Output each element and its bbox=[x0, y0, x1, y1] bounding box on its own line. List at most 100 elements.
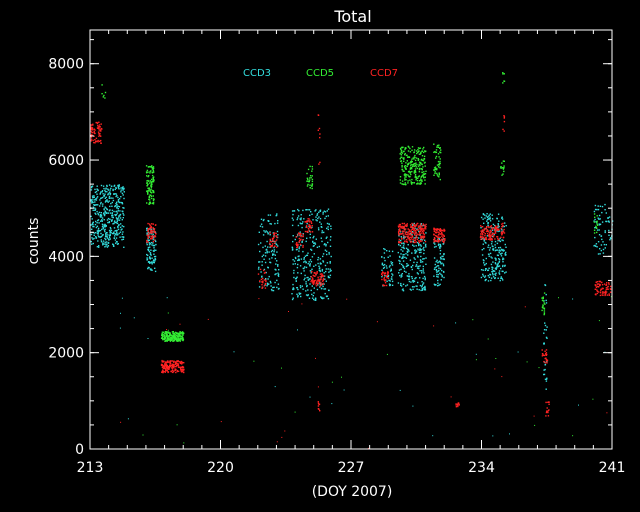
data-point-ccd3 bbox=[121, 186, 123, 189]
data-point-ccd3 bbox=[439, 253, 441, 255]
data-point-ccd3 bbox=[404, 256, 406, 258]
data-point-ccd3 bbox=[313, 244, 315, 247]
data-point-ccd3 bbox=[319, 282, 321, 284]
data-point-ccd7 bbox=[410, 239, 412, 241]
data-point-ccd3 bbox=[491, 218, 494, 220]
data-point-ccd7 bbox=[273, 234, 275, 236]
data-point-ccd3 bbox=[328, 251, 330, 254]
noise-point bbox=[533, 415, 535, 417]
data-point-ccd5 bbox=[414, 173, 417, 176]
data-point-ccd7 bbox=[420, 235, 422, 237]
data-point-ccd3 bbox=[319, 221, 321, 223]
data-point-ccd7 bbox=[169, 362, 172, 365]
data-point-ccd3 bbox=[276, 213, 278, 215]
data-point-ccd3 bbox=[328, 271, 330, 273]
data-point-ccd3 bbox=[111, 201, 113, 204]
data-point-ccd5 bbox=[404, 173, 406, 175]
data-point-ccd3 bbox=[258, 286, 261, 288]
noise-point bbox=[207, 318, 209, 320]
data-point-ccd7 bbox=[403, 226, 405, 228]
data-point-ccd5 bbox=[150, 178, 153, 181]
data-point-ccd7 bbox=[494, 231, 497, 233]
data-point-ccd3 bbox=[318, 211, 320, 213]
data-point-ccd5 bbox=[147, 171, 149, 173]
data-point-ccd5 bbox=[410, 182, 413, 184]
data-point-ccd3 bbox=[402, 236, 405, 238]
data-point-ccd3 bbox=[501, 249, 503, 252]
noise-point bbox=[346, 298, 348, 300]
data-point-ccd3 bbox=[492, 261, 494, 263]
data-point-ccd5 bbox=[172, 340, 175, 342]
data-point-ccd5 bbox=[440, 151, 442, 154]
data-point-ccd3 bbox=[403, 247, 405, 250]
data-point-ccd7 bbox=[439, 233, 441, 235]
data-point-ccd5 bbox=[407, 171, 410, 173]
data-point-ccd3 bbox=[484, 276, 486, 278]
data-point-ccd5 bbox=[423, 158, 426, 160]
data-point-ccd3 bbox=[402, 242, 405, 244]
data-point-ccd3 bbox=[442, 255, 444, 258]
data-point-ccd5 bbox=[153, 191, 155, 194]
data-point-ccd5 bbox=[401, 152, 404, 154]
data-point-ccd3 bbox=[487, 222, 489, 224]
data-point-ccd7 bbox=[608, 293, 610, 295]
data-point-ccd5 bbox=[182, 338, 185, 341]
data-point-ccd3 bbox=[490, 277, 493, 279]
data-point-ccd5 bbox=[423, 173, 425, 175]
data-point-ccd3 bbox=[94, 201, 96, 203]
data-point-ccd3 bbox=[494, 263, 497, 265]
data-point-ccd5 bbox=[399, 182, 402, 184]
data-point-ccd3 bbox=[425, 263, 427, 265]
data-point-ccd3 bbox=[494, 224, 496, 227]
data-point-ccd3 bbox=[543, 373, 546, 376]
data-point-ccd7 bbox=[493, 234, 495, 237]
data-point-ccd3 bbox=[273, 249, 276, 251]
data-point-ccd7 bbox=[433, 230, 435, 233]
data-point-ccd7 bbox=[490, 231, 492, 233]
data-point-ccd5 bbox=[164, 336, 167, 338]
data-point-ccd5 bbox=[181, 332, 183, 334]
data-point-ccd3 bbox=[601, 211, 603, 214]
data-point-ccd3 bbox=[323, 231, 325, 234]
data-point-ccd7 bbox=[183, 368, 185, 371]
data-point-ccd3 bbox=[117, 208, 119, 210]
data-point-ccd7 bbox=[163, 370, 165, 373]
data-point-ccd3 bbox=[111, 216, 113, 218]
data-point-ccd3 bbox=[265, 230, 267, 232]
noise-point bbox=[167, 329, 169, 331]
data-point-ccd3 bbox=[105, 234, 107, 237]
data-point-ccd5 bbox=[166, 331, 169, 333]
data-point-ccd7 bbox=[263, 272, 266, 274]
data-point-ccd3 bbox=[275, 214, 278, 217]
data-point-ccd3 bbox=[319, 218, 322, 220]
data-point-ccd3 bbox=[95, 213, 97, 215]
noise-point bbox=[598, 320, 600, 322]
data-point-ccd3 bbox=[151, 269, 153, 271]
data-point-ccd3 bbox=[149, 256, 151, 258]
data-point-ccd5 bbox=[417, 158, 420, 161]
data-point-ccd7 bbox=[313, 275, 315, 277]
data-point-ccd3 bbox=[116, 220, 118, 222]
data-point-ccd5 bbox=[424, 173, 427, 175]
data-point-ccd3 bbox=[318, 245, 320, 248]
data-point-ccd5 bbox=[423, 155, 426, 157]
data-point-ccd3 bbox=[267, 278, 269, 280]
data-point-ccd3 bbox=[265, 278, 267, 280]
data-point-ccd7 bbox=[483, 231, 485, 234]
data-point-ccd7 bbox=[383, 277, 386, 279]
data-point-ccd3 bbox=[277, 283, 280, 285]
data-point-ccd3 bbox=[389, 264, 391, 267]
data-point-ccd3 bbox=[326, 236, 328, 238]
data-point-ccd3 bbox=[424, 278, 426, 281]
data-point-ccd5 bbox=[414, 175, 417, 177]
data-point-ccd3 bbox=[122, 236, 125, 238]
data-point-ccd7 bbox=[319, 133, 321, 135]
data-point-ccd5 bbox=[164, 332, 167, 334]
data-point-ccd5 bbox=[306, 172, 308, 175]
data-point-ccd7 bbox=[180, 368, 182, 370]
data-point-ccd5 bbox=[417, 177, 419, 179]
data-point-ccd5 bbox=[146, 202, 148, 204]
data-point-ccd5 bbox=[435, 167, 437, 170]
data-point-ccd7 bbox=[488, 235, 490, 237]
data-point-ccd7 bbox=[176, 362, 178, 365]
